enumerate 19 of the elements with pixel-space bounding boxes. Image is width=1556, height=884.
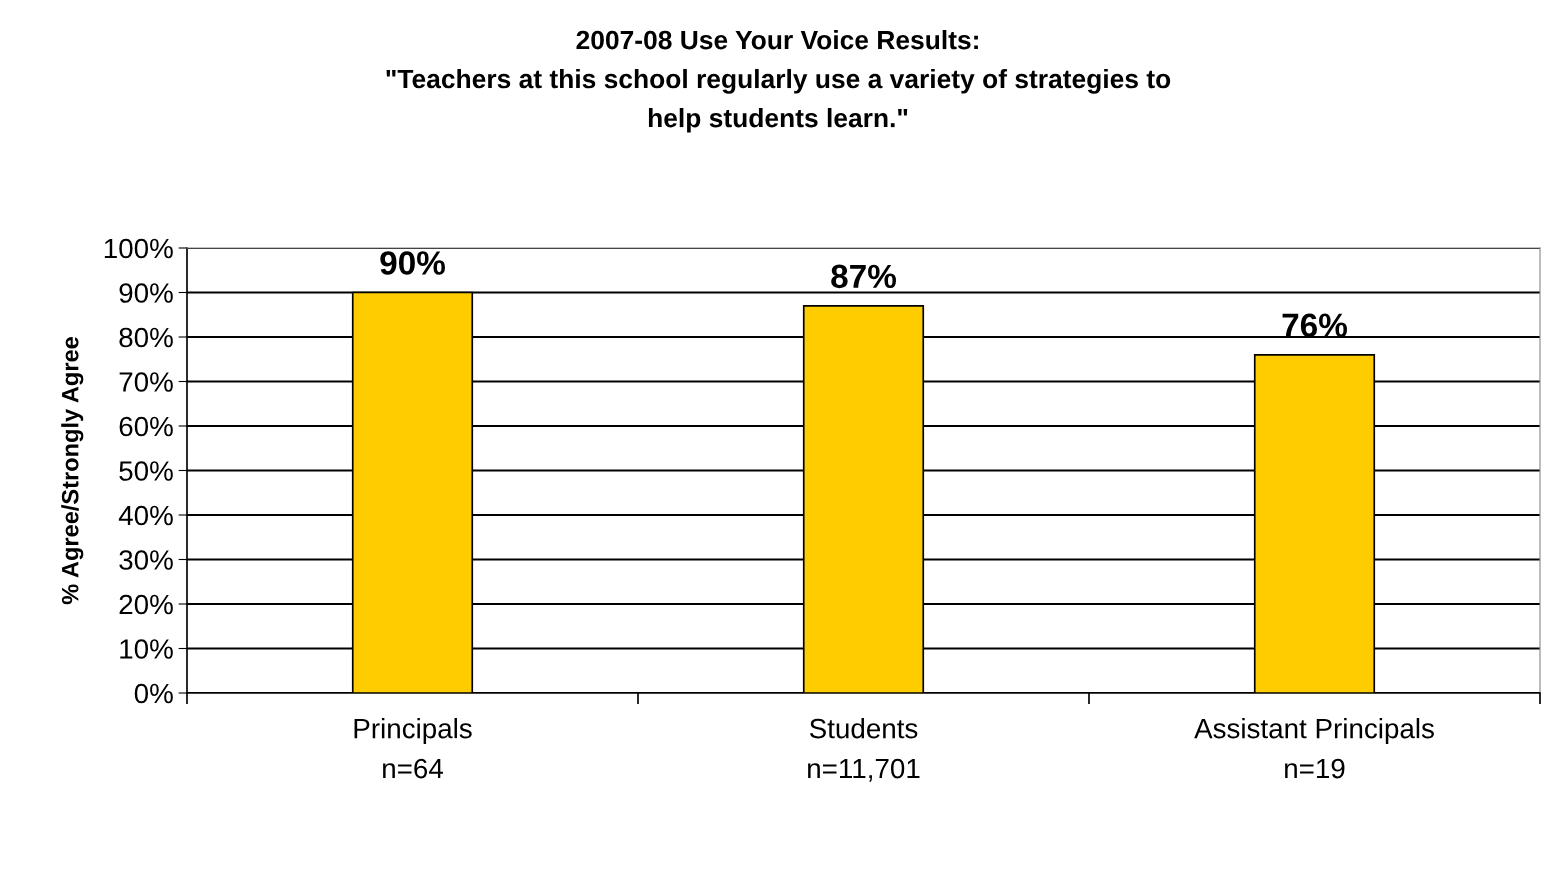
y-tick-label: 0% xyxy=(134,683,173,704)
y-tick-label: 50% xyxy=(119,461,173,481)
data-label: 87% xyxy=(831,264,896,289)
chart-title: 2007-08 Use Your Voice Results: "Teachers at this school regularly use a variety of strategies to help students learn." xyxy=(386,30,1171,133)
x-tick-label: Assistant Principals n=19 xyxy=(1194,718,1434,779)
y-tick-label: 70% xyxy=(119,372,173,392)
y-tick-label: 60% xyxy=(119,416,173,437)
data-label: 76% xyxy=(1282,313,1347,338)
y-tick-label: 10% xyxy=(120,639,173,659)
y-axis-title: % Agree/Strongly Agree xyxy=(61,337,84,605)
x-tick-label: Students n=11,701 xyxy=(808,718,920,782)
y-tick-label: 40% xyxy=(118,505,173,526)
y-tick-label: 100% xyxy=(104,238,173,259)
y-tick-label: 20% xyxy=(119,594,173,615)
data-label: 90% xyxy=(380,251,445,275)
y-tick-label: 30% xyxy=(119,550,173,570)
x-tick-label: Principals n=64 xyxy=(354,718,472,779)
y-tick-label: 90% xyxy=(119,283,173,303)
y-tick-label: 80% xyxy=(119,327,173,348)
